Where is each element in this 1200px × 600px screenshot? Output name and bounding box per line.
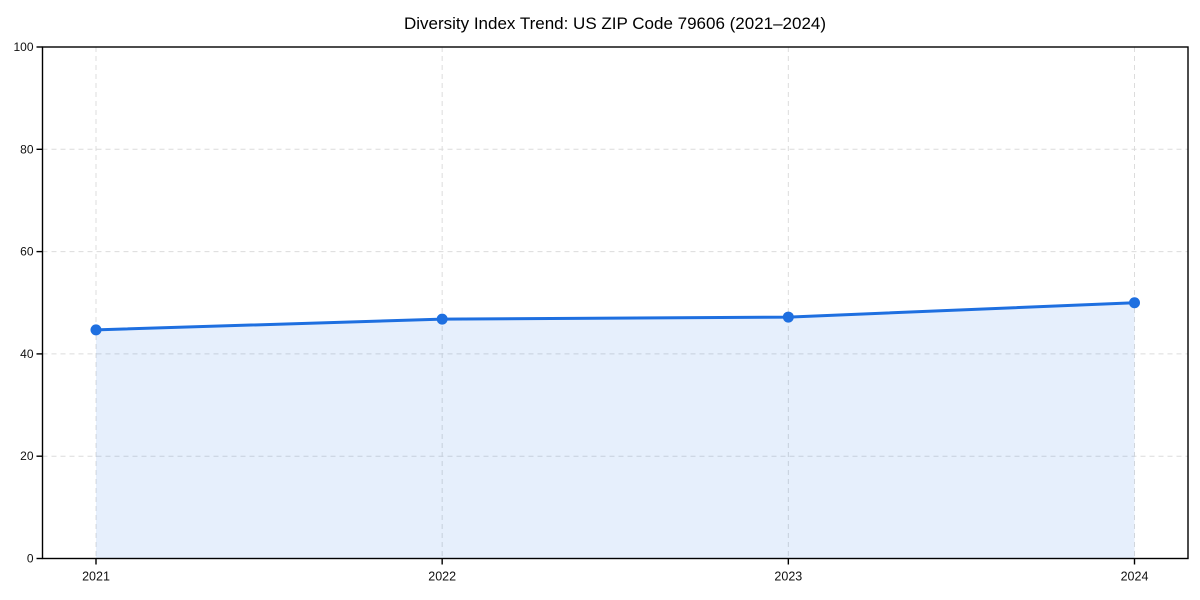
- area-fill: [96, 302, 1135, 559]
- y-tick-label: 80: [20, 142, 34, 156]
- y-tick-label: 100: [13, 40, 33, 54]
- trend-line: [94, 301, 1136, 332]
- data-point: [782, 311, 794, 323]
- y-tick-label: 40: [20, 347, 34, 361]
- plot-border: [41, 46, 1189, 560]
- y-tick-label: 0: [27, 552, 34, 566]
- data-point: [90, 324, 102, 336]
- x-tick-label: 2022: [428, 570, 456, 584]
- data-point: [1129, 297, 1140, 309]
- y-tick-label: 60: [20, 245, 34, 259]
- chart-title: Diversity Index Trend: US ZIP Code 79606…: [403, 14, 827, 33]
- data-point: [436, 313, 448, 325]
- x-tick-label: 2024: [1121, 570, 1149, 584]
- x-tick-label: 2023: [774, 570, 802, 584]
- y-tick-label: 20: [20, 449, 34, 463]
- x-tick-label: 2021: [82, 570, 110, 584]
